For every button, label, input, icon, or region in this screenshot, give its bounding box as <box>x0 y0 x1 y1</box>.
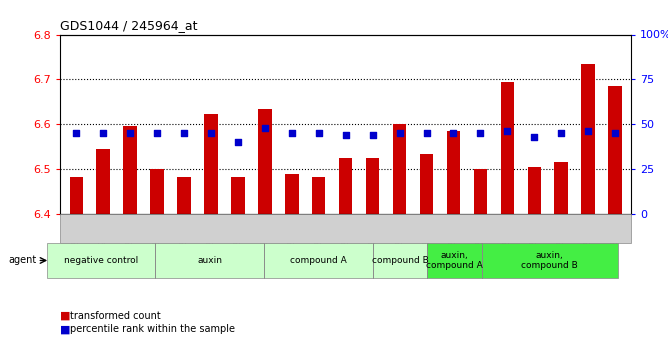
Bar <box>312 177 325 214</box>
Text: negative control: negative control <box>63 256 138 265</box>
Bar <box>150 169 164 214</box>
Bar <box>554 162 568 214</box>
Point <box>582 129 593 134</box>
Point <box>313 130 324 136</box>
Point <box>206 130 216 136</box>
Text: ■: ■ <box>60 325 71 334</box>
Point <box>475 130 486 136</box>
Point <box>232 139 243 145</box>
Bar <box>393 124 406 214</box>
Bar <box>366 158 379 214</box>
Bar <box>528 167 541 214</box>
Point <box>98 130 109 136</box>
Text: percentile rank within the sample: percentile rank within the sample <box>70 325 235 334</box>
Bar <box>474 169 487 214</box>
Point <box>179 130 190 136</box>
Text: auxin: auxin <box>197 256 222 265</box>
Bar <box>96 149 110 214</box>
Point <box>610 130 621 136</box>
Bar <box>124 127 137 214</box>
Text: auxin,
compound B: auxin, compound B <box>521 251 578 270</box>
Point <box>125 130 136 136</box>
Point <box>287 130 297 136</box>
Text: GDS1044 / 245964_at: GDS1044 / 245964_at <box>60 19 198 32</box>
Bar <box>500 82 514 214</box>
Point <box>367 132 378 138</box>
Point <box>556 130 566 136</box>
Bar <box>69 177 83 214</box>
Bar <box>339 158 353 214</box>
Bar <box>285 175 299 214</box>
Point <box>394 130 405 136</box>
Bar <box>231 177 244 214</box>
Bar <box>581 64 595 214</box>
Bar <box>420 154 434 214</box>
Text: compound A: compound A <box>290 256 347 265</box>
Text: transformed count: transformed count <box>70 311 161 321</box>
Bar <box>609 86 622 214</box>
Point <box>71 130 81 136</box>
Bar <box>177 177 191 214</box>
Point <box>421 130 432 136</box>
Text: auxin,
compound A: auxin, compound A <box>426 251 483 270</box>
Bar <box>204 114 218 214</box>
Text: agent: agent <box>8 256 36 265</box>
Point <box>340 132 351 138</box>
Text: compound B: compound B <box>371 256 428 265</box>
Point <box>260 125 271 130</box>
Text: ■: ■ <box>60 311 71 321</box>
Point <box>448 130 459 136</box>
Bar <box>447 131 460 214</box>
Bar <box>258 109 272 214</box>
Point <box>529 134 540 139</box>
Point <box>152 130 162 136</box>
Point <box>502 129 512 134</box>
